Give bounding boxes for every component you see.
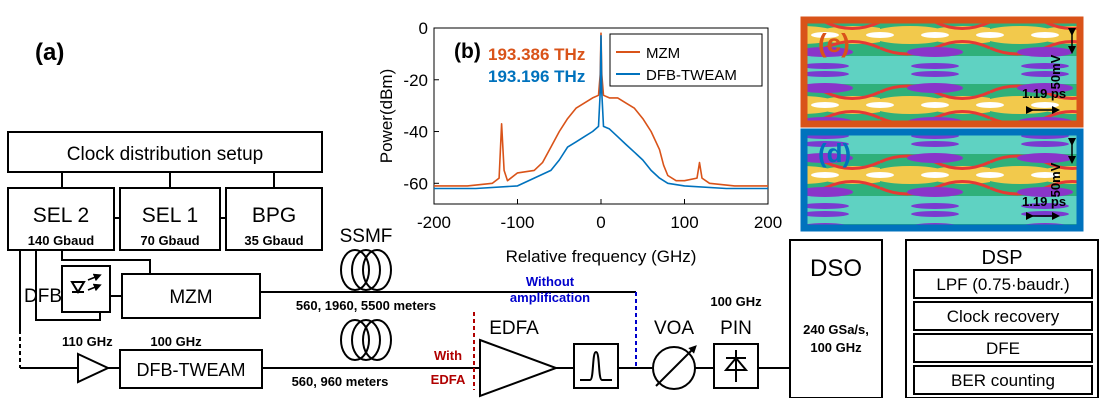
panel-label-d: (d) <box>818 138 851 168</box>
panel-label-b: (b) <box>454 40 481 63</box>
sel1-box <box>119 187 221 251</box>
amp-bandwidth-label: 110 GHz <box>62 334 113 349</box>
dfb-tweam-box <box>119 349 263 389</box>
clock-distribution-label: Clock distribution setup <box>67 144 263 165</box>
dfb-tweam-label: DFB-TWEAM <box>137 360 246 380</box>
photodiode-icon <box>723 350 749 382</box>
sel1-label: SEL 1 <box>142 204 198 227</box>
dsp-block-lpf <box>913 269 1093 299</box>
dsp-block-dfe <box>913 333 1093 363</box>
legend-entry-mzm: MZM <box>646 45 680 62</box>
tweam-frequency-annotation: 193.196 THz <box>488 67 585 86</box>
dfb-laser-box <box>61 265 111 313</box>
dsp-block-ber-label: BER counting <box>951 371 1055 390</box>
pin-label: PIN <box>720 318 752 339</box>
x-tick-label: -100 <box>500 213 534 232</box>
chart-x-axis-label: Relative frequency (GHz) <box>506 247 697 266</box>
optical-filter-box <box>573 343 619 389</box>
legend-entry-tweam: DFB-TWEAM <box>646 67 737 84</box>
eye-diagram-d: (d) 50mV 1.19 ps <box>800 128 1084 232</box>
clock-distribution-box <box>7 131 323 173</box>
dso-label: DSO <box>810 255 862 282</box>
laser-diode-icon <box>70 273 102 294</box>
dso-spec-1: 240 GSa/s, <box>803 322 869 337</box>
chart-legend: MZM DFB-TWEAM <box>609 33 763 87</box>
dsp-label: DSP <box>981 247 1022 269</box>
sel2-box <box>7 187 115 251</box>
dso-spec-2: 100 GHz <box>810 340 862 355</box>
sel2-rate: 140 Gbaud <box>28 233 95 248</box>
mzm-frequency-annotation: 193.386 THz <box>488 45 585 64</box>
tweam-fiber-lengths: 560, 960 meters <box>292 374 389 389</box>
mzm-fiber-lengths: 560, 1960, 5500 meters <box>296 298 436 313</box>
eye-c-time-scale: 1.19 ps <box>1022 86 1066 101</box>
dfb-label: DFB <box>24 286 62 307</box>
edfa-amplifier-icon <box>479 338 559 398</box>
eye-diagram-c: (c) 50mV 1.19 ps <box>800 16 1084 128</box>
y-tick-label: -40 <box>403 123 428 142</box>
with-edfa-label-2: EDFA <box>431 372 466 387</box>
y-tick-label: -60 <box>403 174 428 193</box>
fiber-spool-icon-tweam <box>340 319 392 361</box>
without-amplification-label-1: Without <box>526 274 575 289</box>
dsp-block-lpf-label: LPF (0.75·baudr.) <box>936 275 1069 294</box>
y-tick-label: -20 <box>403 71 428 90</box>
y-tick-label: 0 <box>419 19 428 38</box>
dsp-block-dfe-label: DFE <box>986 339 1020 358</box>
rf-amplifier-icon <box>77 352 111 384</box>
eye-d-time-scale: 1.19 ps <box>1022 194 1066 209</box>
tweam-bandwidth-label: 100 GHz <box>150 334 202 349</box>
pin-bandwidth-label: 100 GHz <box>710 294 762 309</box>
edfa-label: EDFA <box>489 318 539 339</box>
sel2-to-mzm-line <box>61 250 151 274</box>
dsp-block-clock-recovery <box>913 301 1093 331</box>
dsp-block-ber <box>913 365 1093 395</box>
series-line-dfb-tweam <box>434 34 768 190</box>
chart-y-axis-label: Power(dBm) <box>377 69 396 163</box>
eye-d-voltage-scale: 50mV <box>1048 162 1063 197</box>
x-tick-label: -200 <box>417 213 451 232</box>
fiber-spool-icon-mzm <box>340 249 392 291</box>
spectrum-chart: -200 -100 0 100 200 0 -20 -40 -60 Relative freq… <box>377 19 782 266</box>
bpg-label: BPG <box>252 204 296 227</box>
sel2-label: SEL 2 <box>33 204 89 227</box>
sel1-rate: 70 Gbaud <box>140 233 199 248</box>
panel-label-a: (a) <box>35 39 64 66</box>
with-edfa-label-1: With <box>434 348 462 363</box>
chart-legend-box <box>609 33 763 87</box>
bpg-rate: 35 Gbaud <box>244 233 303 248</box>
without-amplification-label-2: amplification <box>510 290 590 305</box>
mzm-box <box>121 273 261 319</box>
bandpass-filter-icon <box>580 350 612 381</box>
x-tick-label: 100 <box>670 213 698 232</box>
mzm-label: MZM <box>169 287 212 308</box>
dso-box <box>789 239 883 398</box>
ssmf-label: SSMF <box>340 226 393 247</box>
panel-label-c: (c) <box>818 28 850 58</box>
x-tick-label: 0 <box>596 213 605 232</box>
bpg-box <box>225 187 323 251</box>
voa-arrow-icon <box>655 345 697 387</box>
eye-c-voltage-scale: 50mV <box>1048 54 1063 89</box>
dsp-block-clock-recovery-label: Clock recovery <box>947 307 1060 326</box>
voa-label: VOA <box>654 318 694 339</box>
sel2-to-driver-line <box>35 250 101 321</box>
x-tick-label: 200 <box>754 213 782 232</box>
